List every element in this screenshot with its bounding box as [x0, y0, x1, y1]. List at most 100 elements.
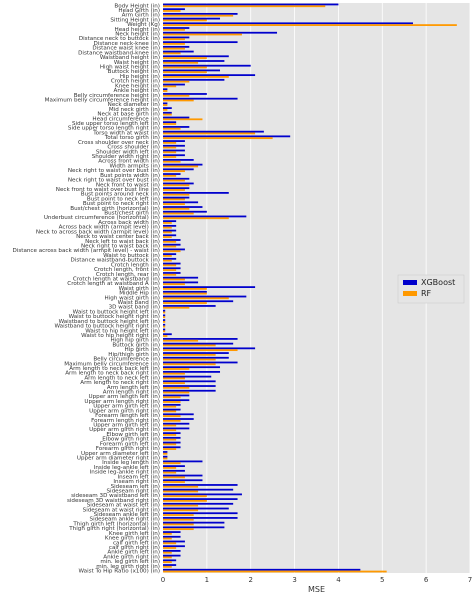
bar-xgboost [163, 45, 190, 48]
category-label: Shoulder width left (in) [96, 149, 160, 155]
bar-xgboost [163, 55, 229, 58]
category-label: Head height (in) [115, 27, 160, 33]
category-label: Distance neck-knee (in) [94, 41, 160, 47]
bar-xgboost [163, 144, 185, 147]
bar-xgboost [163, 78, 225, 81]
bar-xgboost [163, 479, 203, 482]
bar-xgboost [163, 352, 229, 354]
category-label: Arm length left (in) [107, 385, 160, 391]
category-label: Inside leg-ankle left (in) [94, 465, 160, 471]
bar-rf [163, 137, 273, 140]
bar-xgboost [163, 159, 194, 161]
bars [163, 3, 457, 573]
legend-label: RF [421, 289, 432, 298]
bar-rf [163, 382, 185, 385]
bar-rf [163, 368, 190, 370]
category-label: Elbow girth left (in) [106, 432, 160, 438]
bar-xgboost [163, 3, 339, 6]
bar-rf [163, 203, 185, 205]
bar-rf [163, 245, 177, 248]
bar-xgboost [163, 191, 229, 194]
bar-rf [163, 226, 172, 229]
bar-rf [163, 273, 177, 276]
category-label: Ankle girth right (in) [103, 554, 160, 560]
bar-rf [163, 514, 194, 516]
bar-xgboost [163, 455, 168, 458]
category-label: Sideseam ankle right (in) [90, 517, 160, 523]
bar-xgboost [163, 229, 177, 232]
category-label: Neck height (in) [115, 32, 160, 38]
bar-rf [163, 306, 190, 309]
category-label: Bust point to neck right (in) [83, 201, 160, 207]
bar-xgboost [163, 460, 203, 463]
bar-xgboost [163, 253, 177, 256]
bar-xgboost [163, 206, 203, 208]
category-label: Forearm girth right (in) [96, 446, 160, 452]
bar-rf [163, 434, 177, 436]
bar-xgboost [163, 69, 221, 72]
x-tick-label: 6 [424, 576, 429, 584]
bar-rf [163, 222, 172, 224]
bar-rf [163, 283, 185, 286]
bar-rf [163, 85, 177, 88]
bar-rf [163, 386, 190, 389]
bar-xgboost [163, 168, 194, 171]
bar-rf [163, 57, 207, 59]
bar-xgboost [163, 149, 185, 152]
category-label: Bust/chest girth (horizontal) (in) [70, 206, 160, 212]
category-label: Waist band (in) [118, 300, 160, 306]
category-label: Upper arm diameter left (in) [81, 451, 160, 457]
bar-rf [163, 528, 194, 531]
bar-rf [163, 504, 199, 507]
bar-xgboost [163, 116, 190, 119]
bar-rf [163, 311, 166, 314]
category-label: sideseam 3D waistband right (in) [67, 498, 160, 504]
legend-swatch [403, 291, 417, 296]
category-label: min. leg girth left (in) [100, 559, 160, 565]
bar-xgboost [163, 182, 194, 185]
bar-xgboost [163, 512, 238, 515]
category-label: Arm length to neck back right (in) [65, 371, 160, 377]
bar-rf [163, 231, 172, 234]
category-label: Arm length right (in) [103, 390, 160, 396]
bar-rf [163, 141, 177, 144]
bar-xgboost [163, 488, 234, 491]
bar-rf [163, 391, 190, 394]
category-label: Shoulder width right (in) [92, 154, 160, 160]
category-label: Mid neck girth (in) [109, 107, 160, 113]
bar-xgboost [163, 380, 216, 383]
bar-rf [163, 448, 177, 450]
category-label: Sideseam right (in) [107, 488, 161, 494]
bar-rf [163, 547, 177, 549]
category-label: Elbow girth right (in) [102, 437, 160, 443]
bar-xgboost [163, 408, 181, 411]
bar-rf [163, 33, 242, 36]
bar-xgboost [163, 290, 207, 293]
x-axis-label: MSE [308, 585, 325, 594]
bar-xgboost [163, 27, 190, 29]
category-label: Upper arm length right (in) [84, 399, 160, 405]
bar-rf [163, 297, 229, 300]
bar-xgboost [163, 399, 190, 402]
bar-rf [163, 349, 238, 352]
bar-xgboost [163, 559, 177, 562]
bar-rf [163, 377, 185, 380]
category-label: Neck front to waist over bust line (in) [56, 187, 160, 193]
bar-xgboost [163, 64, 251, 67]
bar-rf [163, 146, 177, 149]
category-label: Waist to buttock height right (in) [69, 314, 160, 320]
bar-xgboost [163, 545, 185, 548]
bar-xgboost [163, 154, 185, 157]
category-label: Arm length to neck right (in) [80, 380, 160, 386]
bar-xgboost [163, 36, 190, 39]
category-label: Upper arm length left (in) [89, 394, 160, 400]
bar-xgboost [163, 201, 199, 204]
category-label: Arm length to neck back left (in) [69, 366, 160, 372]
category-label: Weight (Kg) [127, 22, 160, 28]
bar-xgboost [163, 60, 225, 62]
category-label: Waist to hip height right (in) [81, 333, 160, 339]
x-tick-label: 1 [205, 576, 209, 584]
bar-xgboost [163, 342, 234, 345]
bar-rf [163, 485, 199, 488]
bar-rf [163, 495, 207, 498]
